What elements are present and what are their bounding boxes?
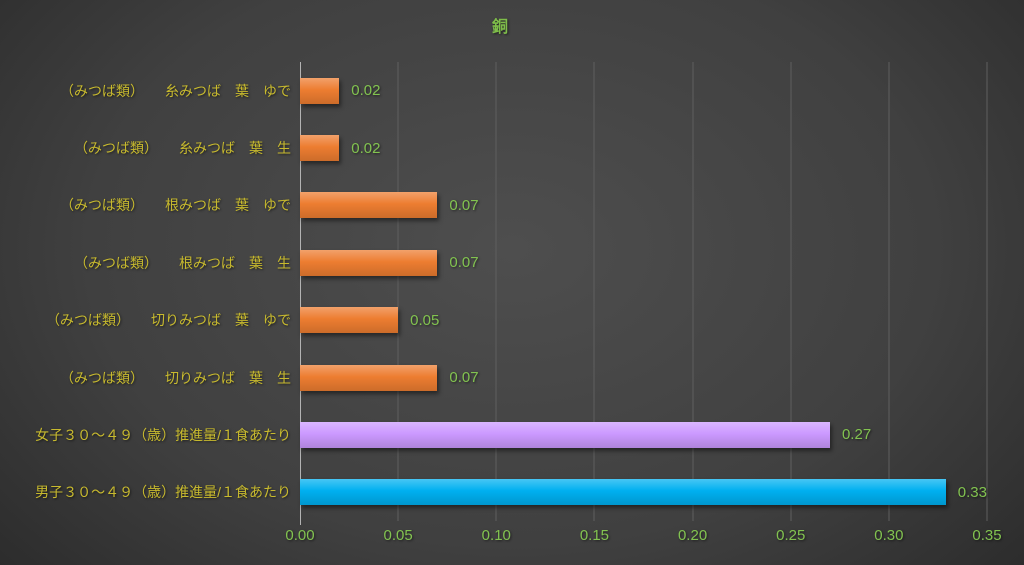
- bar-track: 0.05: [300, 292, 987, 349]
- chart-row: 男子３０～４９（歳）推進量/１食あたり 0.33: [0, 464, 987, 521]
- bar: [300, 135, 340, 162]
- x-tick-label: 0.35: [972, 527, 1002, 544]
- value-label: 0.07: [449, 254, 479, 272]
- category-label: （みつば類） 根みつば 葉 生: [74, 254, 291, 271]
- x-tick-label: 0.00: [285, 527, 315, 544]
- value-axis-line: [300, 62, 301, 525]
- bar: [300, 249, 438, 276]
- chart-row: （みつば類） 根みつば 葉 ゆで 0.07: [0, 177, 987, 234]
- x-tick-label: 0.25: [776, 527, 806, 544]
- x-tick-label: 0.30: [874, 527, 904, 544]
- bar-track: 0.27: [300, 406, 987, 463]
- category-label: （みつば類） 切りみつば 葉 ゆで: [46, 312, 291, 329]
- rows: （みつば類） 糸みつば 葉 ゆで 0.02 （みつば類） 糸みつば 葉 生 0.02 （…: [0, 62, 987, 521]
- x-tick-label: 0.15: [579, 527, 610, 544]
- x-tick-label: 0.05: [383, 527, 413, 544]
- bar-track: 0.33: [300, 464, 987, 521]
- gridline: [397, 62, 399, 521]
- bar-track: 0.02: [300, 62, 987, 119]
- value-label: 0.05: [410, 311, 440, 329]
- value-label: 0.07: [449, 369, 479, 387]
- value-label: 0.27: [841, 426, 872, 444]
- gridline: [986, 62, 988, 521]
- chart-row: （みつば類） 切りみつば 葉 生 0.07: [0, 349, 987, 406]
- x-tick-label: 0.10: [481, 527, 511, 544]
- category-label: （みつば類） 糸みつば 葉 ゆで: [60, 82, 291, 99]
- x-axis: 0.00 0.05 0.10 0.15 0.20 0.25 0.30 0.35: [285, 527, 1001, 547]
- bar: [300, 307, 399, 334]
- gridline: [593, 62, 595, 521]
- bar: [300, 479, 946, 506]
- gridline: [692, 62, 694, 521]
- gridline: [888, 62, 890, 521]
- category-label: 男子３０～４９（歳）推進量/１食あたり: [35, 484, 291, 501]
- category-label: （みつば類） 糸みつば 葉 生: [74, 140, 291, 157]
- bar-track: 0.07: [300, 234, 987, 291]
- plot-area: [300, 62, 988, 525]
- bar: [300, 364, 438, 391]
- category-label: 女子３０～４９（歳）推進量/１食あたり: [35, 426, 291, 443]
- chart-row: （みつば類） 糸みつば 葉 ゆで 0.02: [0, 62, 987, 119]
- x-tick-label: 0.20: [677, 527, 708, 544]
- chart-row: （みつば類） 切りみつば 葉 ゆで 0.05: [0, 292, 987, 349]
- gridline: [495, 62, 497, 521]
- gridline: [790, 62, 792, 521]
- category-label: （みつば類） 切りみつば 葉 生: [60, 369, 291, 386]
- bar-track: 0.07: [300, 349, 987, 406]
- chart-row: （みつば類） 根みつば 葉 生 0.07: [0, 234, 987, 291]
- category-label: （みつば類） 根みつば 葉 ゆで: [60, 197, 291, 214]
- value-label: 0.02: [351, 139, 381, 157]
- chart-row: （みつば類） 糸みつば 葉 生 0.02: [0, 119, 987, 176]
- bar: [300, 77, 340, 104]
- chart-row: 女子３０～４９（歳）推進量/１食あたり 0.27: [0, 406, 987, 463]
- value-label: 0.02: [351, 82, 381, 100]
- value-label: 0.07: [449, 196, 479, 214]
- value-label: 0.33: [957, 483, 987, 501]
- bar: [300, 421, 830, 448]
- chart-title: 銅: [491, 19, 508, 36]
- bar-track: 0.02: [300, 119, 987, 176]
- bar: [300, 192, 438, 219]
- bar-track: 0.07: [300, 177, 987, 234]
